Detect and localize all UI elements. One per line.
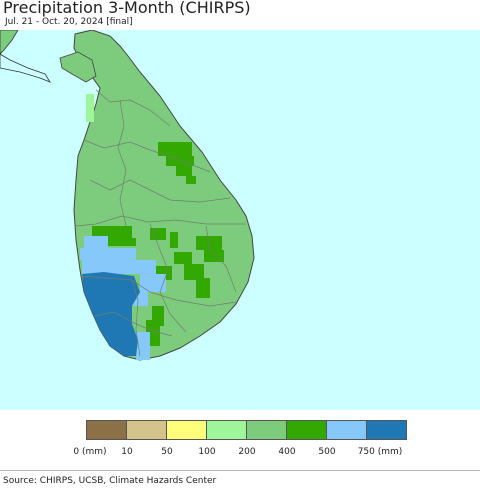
legend-swatch-50-100 [167, 421, 207, 439]
legend-label: 400 [278, 447, 296, 457]
legend-swatch-200-400 [247, 421, 287, 439]
legend-swatch-over-750 [367, 421, 406, 439]
legend-swatch-10-50 [127, 421, 167, 439]
legend-color-bar [86, 420, 407, 440]
legend-label: 100 [198, 447, 216, 457]
source-credit: Source: CHIRPS, UCSB, Climate Hazards Ce… [3, 476, 217, 486]
legend-label: 10 [121, 447, 133, 457]
legend-swatch-500-750 [327, 421, 367, 439]
zone-over-750mm [82, 272, 140, 356]
legend-label: 50 [161, 447, 173, 457]
district-boundaries [75, 89, 246, 357]
india-coastline-strip [0, 53, 51, 83]
legend-label: 500 [318, 447, 336, 457]
map-title: Precipitation 3-Month (CHIRPS) [3, 0, 251, 17]
map-subtitle: Jul. 21 - Oct. 20, 2024 [final] [5, 17, 133, 27]
legend-label: 0 (mm) [73, 447, 107, 457]
light-green-cell [86, 94, 94, 122]
legend-label: 750 (mm) [357, 447, 403, 457]
legend-swatch-400-500 [287, 421, 327, 439]
footer-divider [0, 470, 480, 471]
legend-swatch-0-10 [87, 421, 127, 439]
legend-label: 200 [238, 447, 256, 457]
india-coastline [0, 30, 19, 55]
precipitation-map [0, 30, 480, 410]
legend-swatch-100-200 [207, 421, 247, 439]
northern-peninsula [59, 51, 97, 83]
